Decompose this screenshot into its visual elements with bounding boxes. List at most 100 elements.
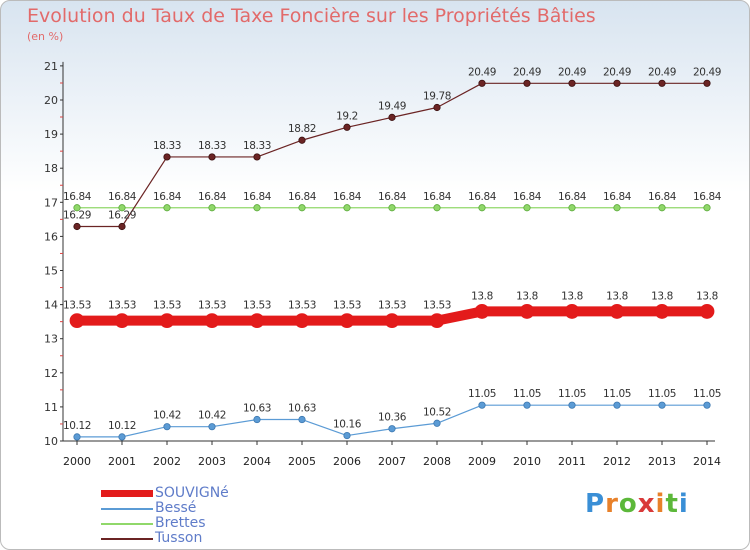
data-label-besse: 10.12 xyxy=(108,420,136,432)
data-point-brettes xyxy=(73,204,81,212)
data-point-besse xyxy=(163,423,171,431)
data-point-souvigne xyxy=(249,313,265,329)
legend-swatch-brettes xyxy=(101,523,153,525)
data-label-brettes: 16.84 xyxy=(648,191,677,203)
y-tick-label: 18 xyxy=(44,162,58,175)
data-point-tusson xyxy=(208,153,216,161)
data-point-brettes xyxy=(343,204,351,212)
data-label-brettes: 16.84 xyxy=(108,191,137,203)
data-point-tusson xyxy=(73,222,81,231)
data-label-tusson: 16.29 xyxy=(108,210,136,222)
data-point-tusson xyxy=(388,113,396,121)
data-point-besse xyxy=(118,433,126,441)
y-tick-label: 13 xyxy=(44,333,58,346)
data-point-souvigne xyxy=(69,313,85,329)
data-point-besse xyxy=(658,401,666,409)
data-point-souvigne xyxy=(474,304,490,319)
y-tick-label: 20 xyxy=(44,94,58,107)
x-tick-label: 2012 xyxy=(603,455,631,468)
legend-swatch-souvigne xyxy=(101,490,153,497)
data-label-souvigne: 13.53 xyxy=(423,300,451,312)
data-point-tusson xyxy=(343,123,351,131)
data-label-besse: 11.05 xyxy=(558,388,586,400)
logo-letter: r xyxy=(605,489,619,519)
data-point-besse xyxy=(253,415,261,424)
data-point-tusson xyxy=(433,103,441,112)
data-point-brettes xyxy=(523,204,531,212)
data-point-brettes xyxy=(388,204,396,212)
data-point-besse xyxy=(388,425,396,433)
logo-letter: o xyxy=(618,489,638,519)
x-tick-label: 2000 xyxy=(63,455,91,468)
data-label-brettes: 16.84 xyxy=(288,191,317,203)
data-label-tusson: 18.33 xyxy=(198,140,226,152)
logo-letter: x xyxy=(637,489,656,519)
data-point-brettes xyxy=(478,204,486,212)
y-tick-label: 19 xyxy=(44,128,58,141)
data-point-besse xyxy=(703,401,711,409)
logo-letter: i xyxy=(678,489,689,519)
y-tick-label: 15 xyxy=(44,265,58,278)
data-label-tusson: 20.49 xyxy=(558,66,586,78)
data-point-brettes xyxy=(658,204,666,212)
data-label-brettes: 16.84 xyxy=(198,191,227,203)
data-point-tusson xyxy=(163,153,171,161)
x-tick-label: 2007 xyxy=(378,455,406,468)
data-label-brettes: 16.84 xyxy=(243,191,272,203)
data-label-brettes: 16.84 xyxy=(378,191,407,203)
data-label-souvigne: 13.8 xyxy=(561,290,583,302)
x-tick-label: 2010 xyxy=(513,455,541,468)
data-label-besse: 11.05 xyxy=(648,388,676,400)
data-point-souvigne xyxy=(384,313,400,329)
data-point-souvigne xyxy=(159,313,175,329)
data-label-brettes: 16.84 xyxy=(468,191,497,203)
data-label-brettes: 16.84 xyxy=(153,191,182,203)
data-point-tusson xyxy=(118,222,126,231)
data-label-besse: 10.42 xyxy=(198,410,226,422)
data-point-souvigne xyxy=(654,304,670,319)
data-label-tusson: 20.49 xyxy=(468,66,496,78)
data-label-souvigne: 13.53 xyxy=(243,300,271,312)
data-point-souvigne xyxy=(699,304,715,319)
data-point-souvigne xyxy=(429,313,445,329)
data-point-souvigne xyxy=(114,313,130,329)
data-label-brettes: 16.84 xyxy=(693,191,722,203)
data-label-tusson: 19.49 xyxy=(378,100,406,112)
x-tick-label: 2001 xyxy=(108,455,136,468)
y-tick-label: 21 xyxy=(44,60,58,73)
data-label-besse: 10.42 xyxy=(153,410,181,422)
data-point-besse xyxy=(343,431,351,440)
data-label-besse: 10.63 xyxy=(243,403,271,415)
x-tick-label: 2002 xyxy=(153,455,181,468)
data-point-tusson xyxy=(613,79,621,87)
data-label-tusson: 20.49 xyxy=(603,66,631,78)
data-point-brettes xyxy=(703,204,711,212)
data-label-besse: 10.63 xyxy=(288,403,316,415)
data-point-tusson xyxy=(253,153,261,161)
x-tick-label: 2004 xyxy=(243,455,271,468)
data-point-tusson xyxy=(523,79,531,87)
logo-letter: t xyxy=(665,489,679,519)
data-label-souvigne: 13.53 xyxy=(288,300,316,312)
data-labels: 13.53 13.53 13.53 13.53 13.53 13.53 13.53 13.53… xyxy=(63,66,722,432)
data-point-brettes xyxy=(163,204,171,212)
x-tick-label: 2006 xyxy=(333,455,361,468)
data-label-besse: 10.16 xyxy=(333,419,362,431)
logo-letter: P xyxy=(585,489,606,519)
axes: 10 11 12 13 14 15 16 17 18 19 20 21 2000 2001 2002 2003… xyxy=(44,60,721,468)
data-label-tusson: 18.33 xyxy=(153,140,181,152)
data-label-souvigne: 13.8 xyxy=(696,290,718,302)
data-point-tusson xyxy=(478,79,486,87)
data-point-besse xyxy=(433,419,441,427)
data-label-besse: 11.05 xyxy=(603,388,631,400)
data-point-souvigne xyxy=(294,313,310,329)
legend-swatch-besse xyxy=(101,508,153,510)
data-label-tusson: 20.49 xyxy=(513,66,541,78)
data-label-souvigne: 13.8 xyxy=(651,290,673,302)
data-point-besse xyxy=(478,401,486,409)
y-tick-label: 12 xyxy=(44,367,58,380)
data-label-tusson: 20.49 xyxy=(693,66,721,78)
y-tick-label: 14 xyxy=(44,299,58,312)
data-label-besse: 10.12 xyxy=(63,420,91,432)
data-point-souvigne xyxy=(204,313,220,329)
